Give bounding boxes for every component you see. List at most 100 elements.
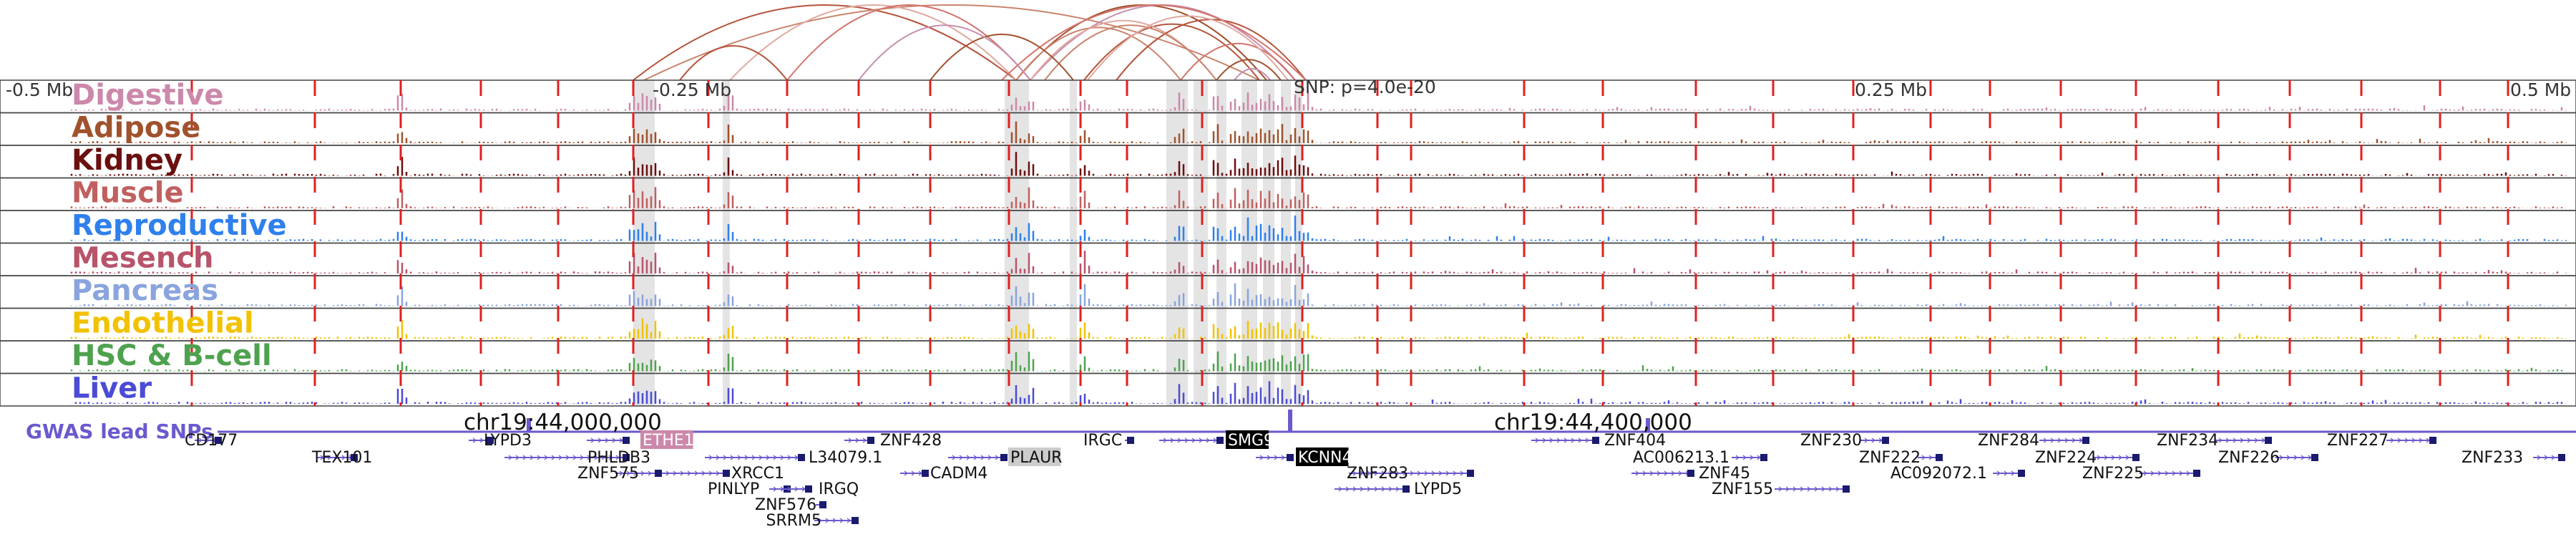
- axis-tick-label: -0.25 Mb: [653, 79, 731, 100]
- exon-block: [1467, 470, 1474, 477]
- exon-block: [922, 470, 929, 477]
- strand-arrow: [1664, 470, 1668, 476]
- gene-label: KCNN4: [1298, 449, 1352, 467]
- strand-arrow: [1388, 486, 1392, 492]
- gene-znf155[interactable]: ZNF155: [1712, 480, 1850, 498]
- strand-arrow: [773, 486, 777, 492]
- gene-xrcc1[interactable]: XRCC1: [662, 465, 784, 483]
- signal-trace: [70, 283, 2567, 306]
- track-label: Muscle: [72, 177, 184, 210]
- gene-label: ZNF283: [1347, 465, 1408, 483]
- strand-arrow: [1360, 486, 1364, 492]
- exon-block: [805, 485, 812, 493]
- gene-znf575[interactable]: ZNF575: [577, 465, 662, 483]
- exon-block: [819, 501, 826, 508]
- gene-srrm5[interactable]: SRRM5: [766, 512, 859, 530]
- exon-block: [1592, 437, 1599, 444]
- strand-arrow: [862, 437, 867, 443]
- gene-znf45[interactable]: ZNF45: [1631, 465, 1750, 483]
- gene-label: ZNF222: [1859, 449, 1921, 467]
- strand-arrow: [716, 455, 720, 460]
- gene-znf222[interactable]: ZNF222: [1859, 449, 1943, 467]
- gene-label: IRGQ: [819, 480, 859, 498]
- strand-arrow: [1792, 486, 1797, 492]
- strand-arrow: [1535, 437, 1539, 443]
- strand-arrow: [1445, 470, 1450, 476]
- exon-block: [1760, 454, 1767, 461]
- gene-irgq[interactable]: IRGQ: [784, 480, 859, 498]
- strand-arrow: [2150, 470, 2155, 476]
- strand-arrow: [1578, 437, 1582, 443]
- gene-l34079-1[interactable]: L34079.1: [705, 449, 882, 467]
- exon-block: [852, 517, 859, 524]
- strand-arrow: [633, 470, 638, 476]
- gene-znf576[interactable]: ZNF576: [755, 496, 826, 514]
- strand-arrow: [952, 455, 956, 460]
- exon-block: [1402, 485, 1410, 493]
- gene-znf227[interactable]: ZNF227: [2327, 432, 2436, 450]
- track-frame: [0, 372, 2576, 407]
- strand-arrow: [530, 455, 534, 460]
- gene-label: PHLDB3: [587, 449, 650, 467]
- gene-smg9[interactable]: SMG9: [1159, 430, 1274, 450]
- gene-lypd5[interactable]: LYPD5: [1335, 480, 1462, 498]
- strand-arrow: [205, 437, 210, 443]
- strand-arrow: [1585, 437, 1589, 443]
- gene-znf283[interactable]: ZNF283: [1347, 465, 1474, 483]
- gene-lypd3[interactable]: LYPD3: [469, 432, 532, 450]
- gene-cd177[interactable]: CD177: [185, 432, 238, 450]
- gene-phldb3[interactable]: PHLDB3: [504, 449, 650, 467]
- gwas-label: GWAS lead SNPs: [26, 420, 213, 443]
- track-label: Kidney: [72, 144, 182, 177]
- gene-znf234[interactable]: ZNF234: [2157, 432, 2272, 450]
- strand-arrow: [2172, 470, 2176, 476]
- gene-tex101[interactable]: TEX101: [311, 449, 372, 467]
- loop-arc: [786, 4, 1031, 81]
- gene-znf284[interactable]: ZNF284: [1978, 432, 2089, 450]
- gene-label: ZNF224: [2035, 449, 2097, 467]
- strand-arrow: [327, 455, 331, 460]
- gene-znf233[interactable]: ZNF233: [2462, 449, 2565, 467]
- axis-tick-label: 0.5 Mb: [2510, 79, 2571, 100]
- gene-znf225[interactable]: ZNF225: [2082, 465, 2200, 483]
- gene-cadm4[interactable]: CADM4: [900, 465, 987, 483]
- gene-kcnn4[interactable]: KCNN4: [1256, 448, 1352, 467]
- gene-label: ZNF575: [577, 465, 639, 483]
- strand-arrow: [680, 470, 684, 476]
- gene-znf226[interactable]: ZNF226: [2218, 449, 2318, 467]
- signal-trace: [70, 318, 2567, 339]
- strand-arrow: [673, 470, 677, 476]
- gene-ethe1[interactable]: ETHE1: [587, 430, 694, 450]
- strand-arrow: [565, 455, 570, 460]
- gene-label: LYPD5: [1414, 480, 1462, 498]
- loop-arc: [930, 34, 1074, 81]
- strand-arrow: [2111, 455, 2115, 460]
- strand-arrow: [2043, 437, 2047, 443]
- strand-arrow: [2157, 470, 2162, 476]
- exon-block: [655, 470, 662, 477]
- gene-plaur[interactable]: PLAUR: [948, 448, 1062, 467]
- gene-irgc[interactable]: IRGC: [1083, 432, 1134, 450]
- gene-znf230[interactable]: ZNF230: [1800, 432, 1889, 450]
- strand-arrow: [2218, 437, 2223, 443]
- gene-ac006213-1[interactable]: AC006213.1: [1633, 449, 1767, 467]
- gene-znf404[interactable]: ZNF404: [1531, 432, 1666, 450]
- gene-label: ZNF234: [2157, 432, 2218, 450]
- strand-arrow: [2544, 455, 2548, 460]
- strand-arrow: [2011, 470, 2015, 476]
- gene-highlight-box: [1296, 448, 1349, 466]
- strand-arrow: [1735, 455, 1740, 460]
- gene-label: ZNF284: [1978, 432, 2039, 450]
- strand-arrow: [2104, 455, 2108, 460]
- gene-znf224[interactable]: ZNF224: [2035, 449, 2140, 467]
- strand-arrow: [2186, 470, 2190, 476]
- strand-arrow: [1549, 437, 1553, 443]
- strand-arrow: [1170, 437, 1174, 443]
- strand-arrow: [1352, 470, 1357, 476]
- gene-znf428[interactable]: ZNF428: [844, 432, 942, 450]
- strand-arrow: [773, 455, 777, 460]
- loop-arc: [1083, 23, 1260, 81]
- gene-ac092072-1[interactable]: AC092072.1: [1890, 465, 2025, 483]
- exon-block: [2558, 454, 2565, 461]
